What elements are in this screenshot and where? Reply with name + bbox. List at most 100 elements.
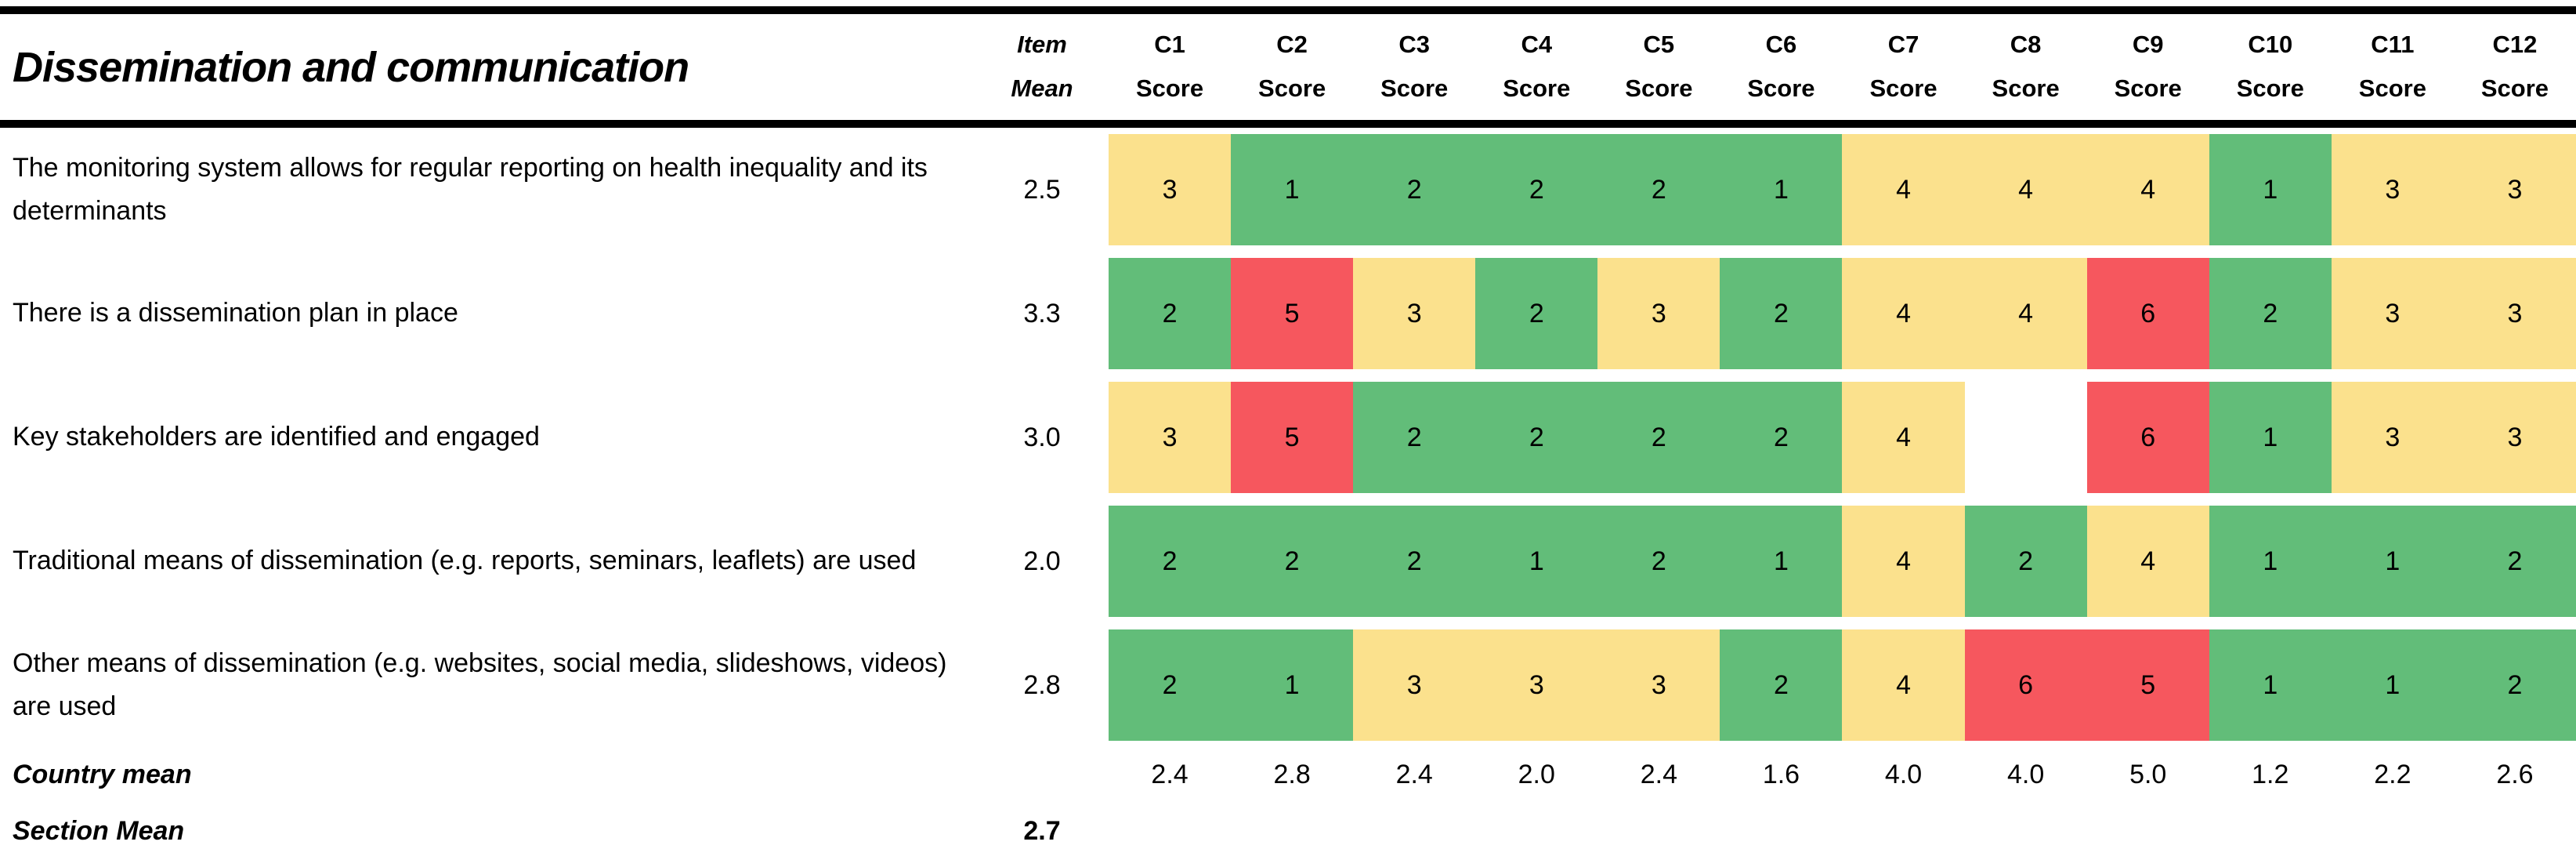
score-cell: 5: [1231, 252, 1354, 375]
score-cell: 1: [1720, 128, 1843, 252]
score-value: 1: [2209, 506, 2332, 617]
score-value: 1: [1720, 506, 1843, 617]
score-cell: 1: [2209, 499, 2332, 623]
column-id: C2: [1276, 30, 1308, 58]
score-cell: 2: [1720, 252, 1843, 375]
column-header-c8: C8 Score: [1965, 14, 2087, 120]
column-header-c7: C7 Score: [1842, 14, 1964, 120]
column-sub: Score: [1869, 74, 1937, 103]
country-mean-value: 2.6: [2496, 759, 2534, 789]
score-cell: 1: [1231, 128, 1354, 252]
score-cell: 2: [1231, 499, 1354, 623]
score-cell: 4: [1964, 128, 2087, 252]
score-value: 3: [2331, 382, 2454, 493]
score-cell: 5: [1231, 375, 1354, 499]
score-cell: 4: [1842, 252, 1965, 375]
score-value: 2: [1353, 382, 1476, 493]
score-cell: 6: [1964, 623, 2087, 747]
table-row: The monitoring system allows for regular…: [0, 128, 2576, 252]
column-id: C9: [2132, 30, 2164, 58]
score-value: 3: [1109, 382, 1232, 493]
country-mean-value: 4.0: [2006, 759, 2045, 789]
section-mean-row: Section Mean 2.7: [0, 802, 2576, 861]
score-cell: 2: [2209, 252, 2332, 375]
score-cell: 4: [1964, 252, 2087, 375]
score-cell: 2: [1475, 252, 1598, 375]
country-mean-value: 2.4: [1395, 759, 1433, 789]
score-value: 4: [1842, 382, 1965, 493]
score-value: 4: [1964, 134, 2087, 245]
score-value: 2: [1353, 134, 1476, 245]
country-mean-spacer: [975, 747, 1109, 802]
score-value: 2: [1475, 382, 1598, 493]
country-mean-value: 5.0: [2129, 759, 2167, 789]
score-cell: [1964, 375, 2087, 499]
score-cell: 1: [2331, 623, 2454, 747]
score-cell: 2: [1109, 623, 1232, 747]
column-sub: Score: [1258, 74, 1326, 103]
column-sub: Score: [2358, 74, 2426, 103]
score-cell: 5: [2086, 623, 2209, 747]
column-id: C11: [2371, 30, 2415, 58]
score-value: 2: [1109, 629, 1232, 741]
score-value: 2: [1720, 258, 1843, 369]
column-header-c4: C4 Score: [1475, 14, 1597, 120]
column-id: C8: [2010, 30, 2042, 58]
score-value: 3: [1109, 134, 1232, 245]
column-header-c6: C6 Score: [1720, 14, 1842, 120]
column-sub: Score: [2114, 74, 2182, 103]
score-value: 1: [2209, 629, 2332, 741]
score-cell: 3: [1353, 623, 1476, 747]
score-cell: 3: [1109, 375, 1232, 499]
score-value: 1: [2209, 382, 2332, 493]
question-label: Key stakeholders are identified and enga…: [13, 422, 540, 452]
score-value: 2: [2209, 258, 2332, 369]
score-cell: 2: [2453, 623, 2576, 747]
score-cell: 3: [1353, 252, 1476, 375]
country-mean-label: Country mean: [13, 759, 192, 789]
score-cell: 3: [2453, 252, 2576, 375]
column-header-c3: C3 Score: [1353, 14, 1475, 120]
country-mean-value: 2.2: [2374, 759, 2411, 789]
column-sub: Score: [1135, 74, 1204, 103]
score-cell: 3: [1597, 623, 1720, 747]
score-cell: 2: [1109, 252, 1232, 375]
score-value: 2: [1109, 506, 1232, 617]
score-value: 2: [1720, 629, 1843, 741]
question-label: Traditional means of dissemination (e.g.…: [13, 546, 917, 576]
score-value: 2: [1475, 258, 1598, 369]
item-mean-value: 2.8: [1023, 669, 1061, 700]
score-value: 5: [1231, 258, 1354, 369]
score-value: 2: [1597, 134, 1720, 245]
score-cell: 2: [1720, 623, 1843, 747]
header-row: Dissemination and communication Item Mea…: [0, 6, 2576, 128]
score-cell: 2: [1475, 375, 1598, 499]
score-cell: 2: [1353, 128, 1476, 252]
score-value: [1964, 382, 2087, 493]
item-mean-value: 2.0: [1023, 546, 1061, 576]
score-value: 1: [2331, 629, 2454, 741]
score-cell: 4: [2086, 499, 2209, 623]
score-value: 2: [1964, 506, 2087, 617]
score-cell: 6: [2086, 252, 2209, 375]
column-sub: Score: [1503, 74, 1571, 103]
country-mean-value: 2.4: [1640, 759, 1677, 789]
score-cell: 2: [1597, 375, 1720, 499]
table-row: Key stakeholders are identified and enga…: [0, 375, 2576, 499]
score-value: 4: [2086, 134, 2209, 245]
score-cell: 3: [2453, 128, 2576, 252]
column-sub: Score: [1380, 74, 1449, 103]
score-cell: 1: [1475, 499, 1598, 623]
score-cell: 4: [1842, 375, 1965, 499]
score-cell: 2: [1597, 499, 1720, 623]
score-value: 1: [1231, 134, 1354, 245]
score-value: 4: [1842, 134, 1965, 245]
score-value: 3: [2331, 134, 2454, 245]
score-value: 5: [1231, 382, 1354, 493]
column-id: C12: [2492, 30, 2538, 58]
table-body: The monitoring system allows for regular…: [0, 128, 2576, 747]
score-value: 3: [1597, 258, 1720, 369]
country-mean-value: 1.6: [1762, 759, 1800, 789]
score-value: 2: [1475, 134, 1598, 245]
score-value: 1: [2331, 506, 2454, 617]
